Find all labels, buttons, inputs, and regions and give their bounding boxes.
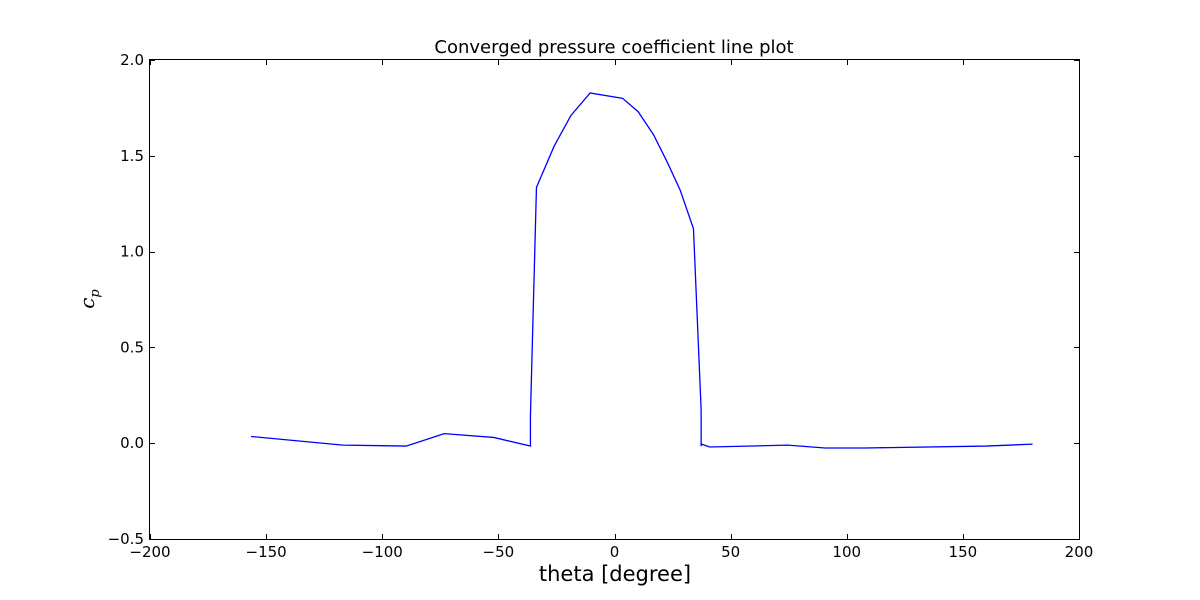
y-tick-label: 0.0 <box>120 434 144 452</box>
y-tick-label: 0.5 <box>120 338 144 356</box>
axes-frame <box>149 59 1080 540</box>
plot-layer <box>250 92 1033 449</box>
y-axis-label: cp <box>75 289 103 309</box>
x-tick-label: 0 <box>610 543 620 561</box>
x-tick-label: −50 <box>483 543 515 561</box>
x-tick-label: 150 <box>949 543 978 561</box>
y-axis-label-main: c <box>75 298 99 309</box>
y-axis-ticks: −0.5 0.0 0.5 1.0 1.5 2.0 <box>108 51 1079 548</box>
x-tick-label: 100 <box>832 543 861 561</box>
x-tick-label: −200 <box>129 543 170 561</box>
y-axis-label-subscript: p <box>88 289 103 298</box>
x-tick-label: 50 <box>721 543 740 561</box>
x-axis-label: theta [degree] <box>539 562 691 586</box>
chart-title: Converged pressure coefficient line plot <box>434 37 793 58</box>
y-tick-label: 1.0 <box>120 243 144 261</box>
y-tick-label: 2.0 <box>120 51 144 69</box>
x-tick-label: −150 <box>246 543 287 561</box>
x-tick-label: −100 <box>362 543 403 561</box>
x-axis-ticks: −200 −150 −100 −50 0 50 100 150 200 <box>129 60 1093 561</box>
y-tick-label: 1.5 <box>120 147 144 165</box>
y-tick-label: −0.5 <box>108 530 144 548</box>
cp-series-line <box>250 92 1033 449</box>
x-tick-label: 200 <box>1065 543 1094 561</box>
y-axis-label-group: cp <box>75 289 103 309</box>
